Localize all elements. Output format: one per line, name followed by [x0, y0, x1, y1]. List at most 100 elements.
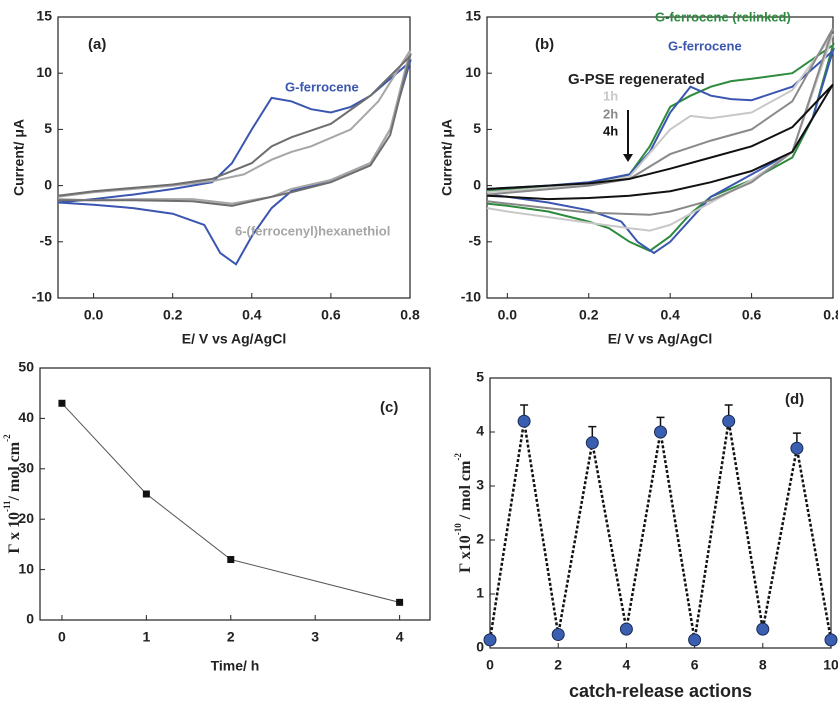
- y-axis-label-part: -2: [2, 434, 12, 442]
- y-axis-label-part: / mol cm: [457, 460, 474, 523]
- marker: [227, 556, 235, 564]
- y-axis-label: Γ x 10-11/ mol cm-2: [2, 434, 23, 554]
- y-tick-label: 10: [36, 64, 52, 80]
- y-axis-label: Γ x10-10 / mol cm-2: [453, 453, 474, 573]
- plot-frame: [486, 16, 834, 299]
- y-tick-label: 15: [36, 8, 52, 24]
- series-line: [486, 83, 834, 201]
- y-tick-label: 5: [44, 120, 52, 136]
- annotation: G-PSE regenerated: [568, 71, 705, 88]
- annotation: (d): [785, 391, 804, 408]
- y-axis-label-part: Γ x10: [457, 535, 474, 573]
- x-tick-label: 2: [554, 657, 562, 673]
- y-tick-label: 40: [18, 409, 34, 425]
- series-line: [488, 420, 833, 641]
- y-tick-label: 10: [465, 64, 481, 80]
- marker: [551, 628, 565, 641]
- x-tick-label: 0.2: [163, 307, 183, 323]
- marker: [824, 633, 838, 647]
- series-line: [57, 53, 412, 207]
- y-tick-label: 4: [476, 423, 484, 439]
- x-tick-label: 0.4: [242, 307, 262, 323]
- marker: [619, 622, 633, 636]
- marker: [517, 414, 531, 428]
- y-tick-label: 0: [26, 611, 34, 627]
- annotation: (c): [380, 399, 398, 416]
- y-axis-label: Current/ μA: [439, 119, 455, 196]
- marker: [585, 436, 599, 450]
- y-tick-label: 0: [44, 176, 52, 192]
- x-tick-label: 2: [227, 629, 235, 645]
- arrow-head: [623, 154, 633, 162]
- x-tick-label: 0.2: [579, 307, 599, 323]
- y-tick-label: -10: [32, 289, 52, 305]
- y-tick-label: 5: [473, 120, 481, 136]
- marker: [58, 399, 66, 407]
- x-tick-label: 1: [142, 629, 150, 645]
- y-tick-label: 15: [465, 8, 481, 24]
- x-tick-label: 10: [823, 657, 838, 673]
- x-tick-label: 4: [623, 657, 631, 673]
- x-tick-label: 0.0: [84, 307, 104, 323]
- series-label: 6-(ferrocenyl)hexanethiol: [235, 223, 390, 238]
- series-label: G-ferrocene: [668, 38, 742, 53]
- y-axis-label-part: -11: [2, 500, 12, 512]
- y-tick-label: 30: [18, 460, 34, 476]
- y-axis-label-part: -10: [453, 523, 463, 535]
- x-axis-label: E/ V vs Ag/AgCl: [182, 331, 287, 347]
- series-line: [486, 47, 835, 255]
- x-tick-label: 0.6: [742, 307, 762, 323]
- plot-frame: [57, 16, 411, 299]
- y-tick-label: 3: [476, 477, 484, 493]
- marker: [142, 490, 150, 498]
- y-tick-label: 5: [476, 369, 484, 385]
- x-tick-label: 8: [759, 657, 767, 673]
- x-tick-label: 0.6: [321, 307, 341, 323]
- y-tick-label: 0: [476, 639, 484, 655]
- x-tick-label: 4: [396, 629, 404, 645]
- y-tick-label: -10: [461, 289, 481, 305]
- series-label: 2h: [603, 106, 618, 121]
- series-label: 1h: [603, 88, 618, 103]
- y-tick-label: 2: [476, 531, 484, 547]
- x-tick-label: 6: [691, 657, 699, 673]
- y-axis-label-part: / mol cm: [6, 441, 23, 501]
- x-tick-label: 0.8: [823, 307, 838, 323]
- series-line: [61, 402, 400, 603]
- panel: 0.0 0.2 0.4 0.6 0.8 -10 -5 0 5 10 15 E/ V vs Ag/AgC…: [439, 8, 838, 347]
- y-tick-label: 20: [18, 510, 34, 526]
- marker: [756, 622, 770, 636]
- y-tick-label: 50: [18, 359, 34, 375]
- marker: [722, 414, 736, 428]
- series-line: [57, 59, 412, 266]
- x-axis-label: catch-release actions: [569, 681, 752, 701]
- y-axis-label-part: Γ x 10: [6, 512, 23, 554]
- marker: [688, 633, 702, 647]
- marker: [483, 633, 497, 647]
- series-label: G-ferrocene (relinked): [655, 9, 791, 24]
- y-axis-label: Current/ μA: [11, 119, 27, 196]
- x-axis-label: E/ V vs Ag/AgCl: [608, 331, 713, 347]
- x-tick-label: 0.4: [660, 307, 680, 323]
- x-tick-label: 0.0: [498, 307, 518, 323]
- x-axis-label: Time/ h: [211, 658, 260, 674]
- plot-frame: [489, 377, 832, 649]
- marker: [396, 598, 404, 606]
- x-tick-label: 3: [311, 629, 319, 645]
- y-tick-label: 1: [476, 585, 484, 601]
- plot-frame: [39, 367, 431, 621]
- y-tick-label: -5: [469, 233, 482, 249]
- series-label: G-ferrocene: [285, 79, 359, 94]
- y-axis-label-part: -2: [453, 453, 463, 461]
- panel: 0.0 0.2 0.4 0.6 0.8 -10 -5 0 5 10 15 E/ V vs Ag/AgC…: [11, 8, 420, 347]
- annotation: (b): [535, 36, 554, 53]
- marker: [790, 441, 804, 455]
- y-tick-label: 0: [473, 176, 481, 192]
- y-tick-label: 10: [18, 560, 34, 576]
- series-line: [57, 50, 411, 205]
- x-tick-label: 0: [486, 657, 494, 673]
- y-tick-label: -5: [40, 233, 53, 249]
